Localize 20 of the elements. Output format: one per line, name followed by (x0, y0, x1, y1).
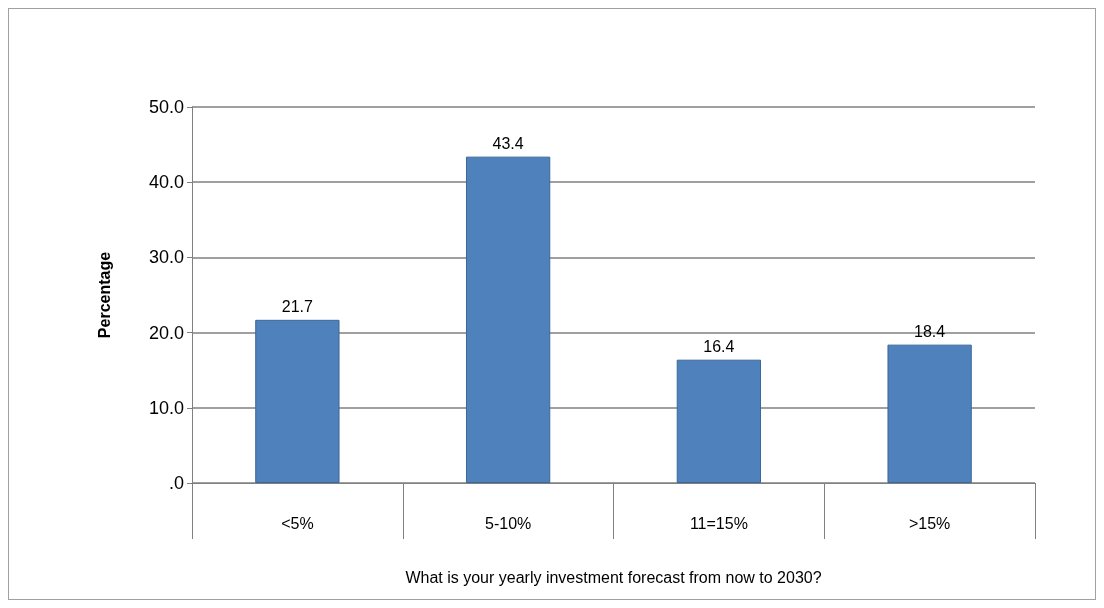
x-tick-label: 11=15% (689, 514, 748, 532)
data-label: 43.4 (492, 135, 524, 153)
y-tick-label: 50.0 (148, 97, 184, 117)
x-tick-label: 5-10% (485, 514, 532, 532)
bar (465, 156, 551, 483)
y-tick-label: 40.0 (148, 172, 184, 193)
y-tick-label: 10.0 (148, 397, 184, 418)
x-tick-label: <5% (281, 514, 314, 532)
data-label: 21.7 (281, 298, 314, 316)
data-label: 16.4 (703, 338, 735, 356)
y-axis-title: Percentage (95, 251, 113, 339)
y-tick-label: 30.0 (148, 247, 184, 268)
x-axis-title: What is your yearly investment forecast from now to 2030? (405, 568, 822, 586)
bar (887, 344, 972, 483)
bar (255, 319, 340, 483)
y-tick-label: .0 (168, 473, 184, 493)
y-tick-label: 20.0 (148, 322, 184, 343)
data-label: 18.4 (914, 323, 946, 341)
x-tick-label: >15% (908, 514, 951, 532)
bar (676, 359, 762, 483)
